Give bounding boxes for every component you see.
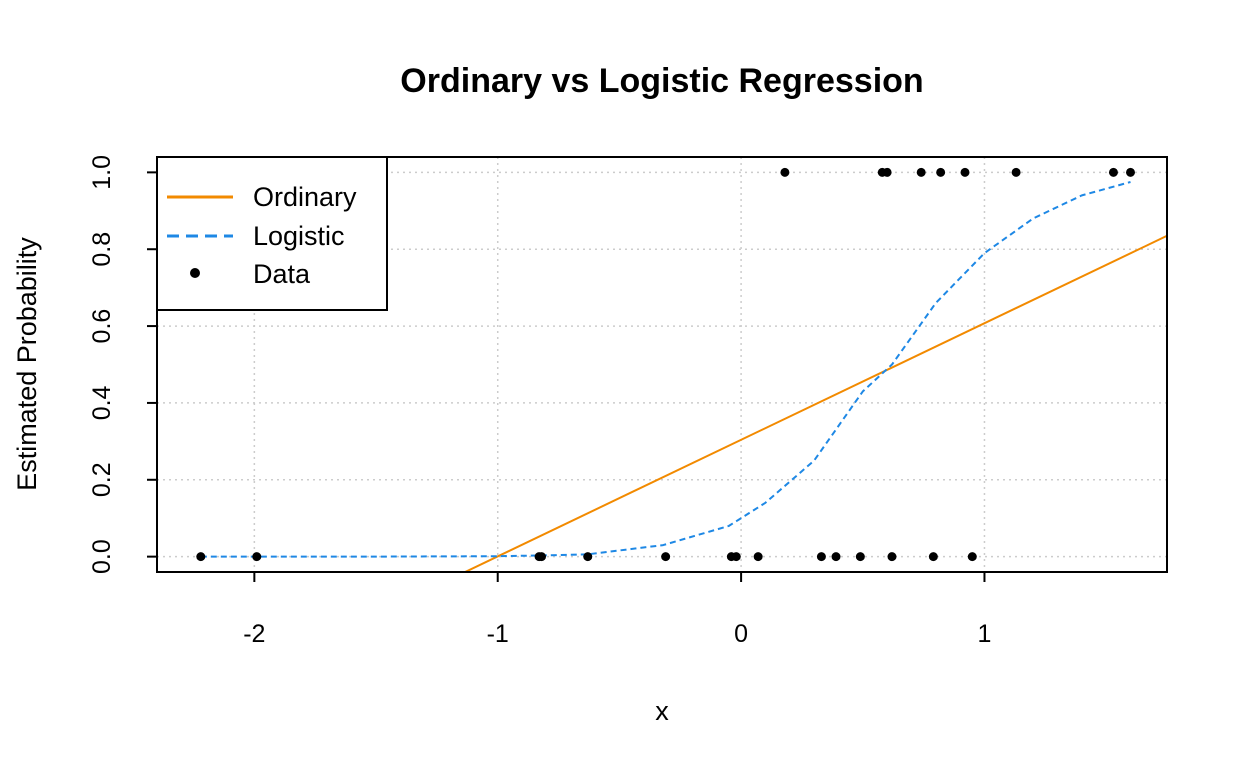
data-point [1125, 167, 1135, 177]
y-axis-label: Estimated Probability [12, 237, 42, 491]
data-point [967, 552, 977, 562]
data-point [855, 552, 865, 562]
y-tick-label: 0.4 [88, 385, 116, 420]
data-point [731, 552, 741, 562]
series-layer [196, 167, 1167, 572]
x-tick-label: 0 [734, 620, 748, 648]
ordinary-line [462, 234, 1167, 572]
data-point [583, 552, 593, 562]
x-tick-label: 1 [978, 620, 992, 648]
y-tick-label: 0.2 [88, 462, 116, 497]
data-point [928, 552, 938, 562]
legend-data-label: Data [253, 259, 311, 289]
plot-border [156, 156, 1168, 573]
y-axis: 0.0 0.2 0.4 0.6 0.8 1.0 [88, 155, 157, 574]
data-point [661, 552, 671, 562]
data-point [936, 167, 946, 177]
data-point [196, 552, 206, 562]
data-point [252, 552, 262, 562]
legend: Ordinary Logistic Data [156, 156, 388, 311]
x-axis-label: x [655, 696, 669, 726]
data-point [960, 167, 970, 177]
data-point [1011, 167, 1021, 177]
data-point [1108, 167, 1118, 177]
data-point [753, 552, 763, 562]
legend-logistic-label: Logistic [253, 221, 345, 251]
x-tick-label: -2 [243, 620, 265, 648]
y-tick-label: 0.8 [88, 232, 116, 267]
x-tick-label: -1 [487, 620, 509, 648]
legend-box [156, 156, 388, 311]
data-point [831, 552, 841, 562]
data-point [887, 552, 897, 562]
data-point [916, 167, 926, 177]
y-tick-label: 1.0 [88, 155, 116, 190]
data-point [882, 167, 892, 177]
y-tick-label: 0.6 [88, 309, 116, 344]
legend-data-swatch [190, 268, 200, 278]
x-axis: -2 -1 0 1 [243, 572, 991, 648]
chart-title: Ordinary vs Logistic Regression [400, 62, 923, 100]
legend-ordinary-label: Ordinary [253, 182, 357, 212]
data-point [537, 552, 547, 562]
y-tick-label: 0.0 [88, 539, 116, 574]
data-point [780, 167, 790, 177]
data-point [816, 552, 826, 562]
